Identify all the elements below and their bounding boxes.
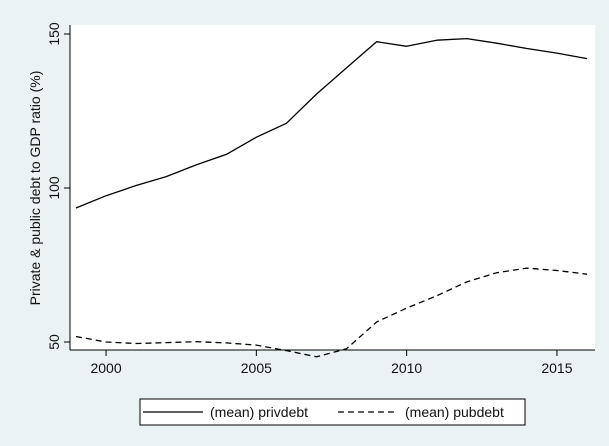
legend-label-pubdebt: (mean) pubdebt <box>405 404 504 420</box>
x-tick-label-2010: 2010 <box>391 360 422 376</box>
legend: (mean) privdebt (mean) pubdebt <box>139 398 526 426</box>
x-tick-label-2005: 2005 <box>241 360 272 376</box>
legend-label-privdebt: (mean) privdebt <box>210 404 308 420</box>
y-axis: 50 100 150 <box>46 22 71 350</box>
y-tick-label-50: 50 <box>46 334 62 350</box>
series-line-pubdebt <box>75 267 588 358</box>
series-layer <box>75 37 588 358</box>
x-tick-label-2015: 2015 <box>541 360 572 376</box>
legend-box <box>139 398 526 426</box>
x-tick-label-2000: 2000 <box>90 360 121 376</box>
y-axis-title: Private & public debt to GDP ratio (%) <box>27 71 43 306</box>
plot-area <box>70 25 595 350</box>
y-tick-label-100: 100 <box>46 176 62 200</box>
series-line-privdebt <box>75 37 588 209</box>
y-tick-label-150: 150 <box>46 22 62 46</box>
x-axis: 2000 2005 2010 2015 <box>70 349 595 376</box>
